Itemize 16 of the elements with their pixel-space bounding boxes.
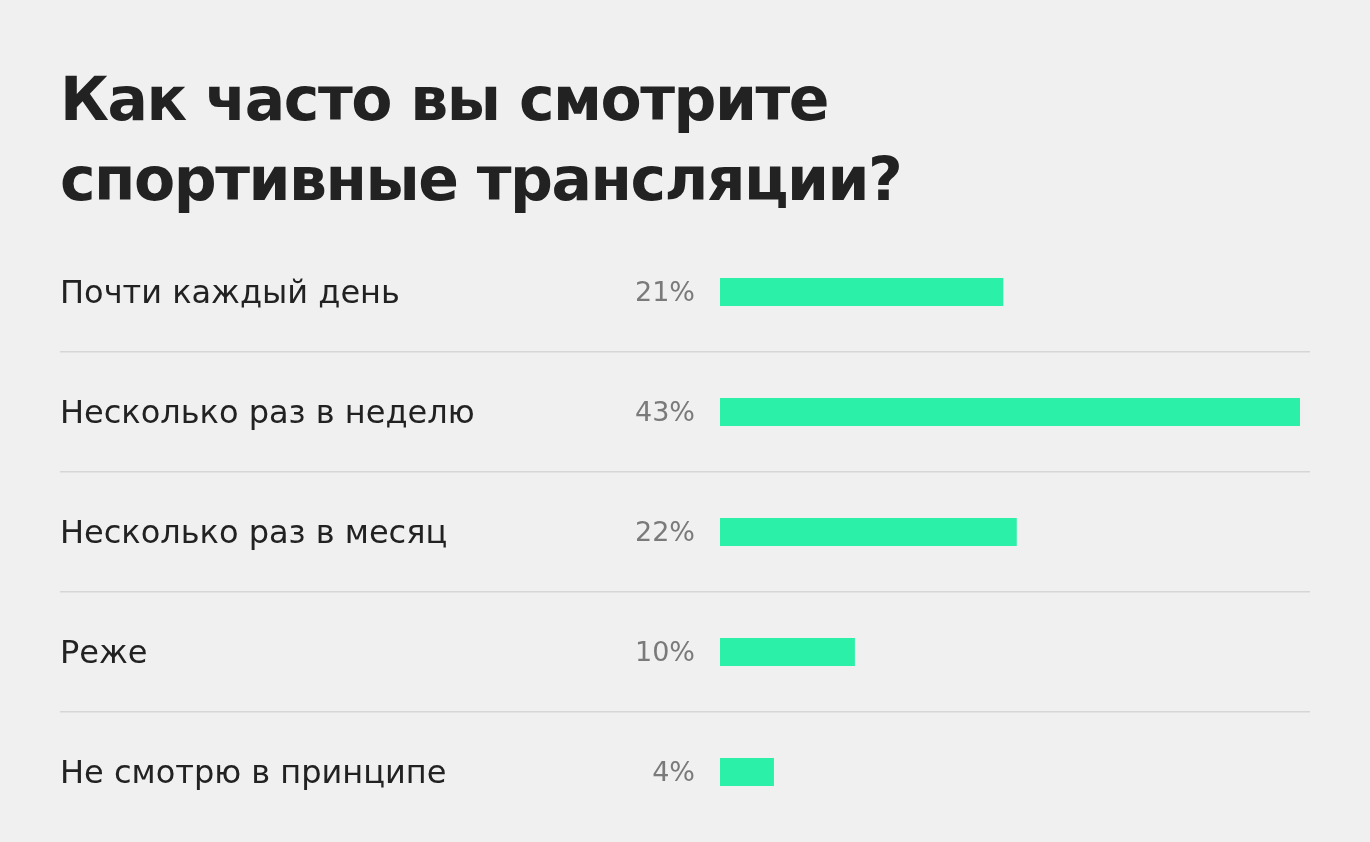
y-tick-label: Несколько раз в месяц	[60, 513, 448, 552]
data-label: 21%	[634, 276, 695, 308]
chart-title: Как часто вы смотрите спортивные трансляции?	[60, 64, 902, 214]
y-tick-label: Несколько раз в неделю	[60, 393, 475, 432]
bar	[720, 278, 1004, 306]
bar	[720, 518, 1017, 546]
y-tick-label: Реже	[60, 633, 148, 672]
bar	[720, 638, 855, 666]
y-tick-label: Не смотрю в принципе	[60, 753, 447, 792]
bar	[720, 758, 774, 786]
data-label: 43%	[634, 396, 695, 428]
y-tick-label: Почти каждый день	[60, 273, 400, 312]
data-label: 4%	[652, 756, 695, 788]
bar	[720, 398, 1300, 426]
data-label: 22%	[634, 516, 695, 548]
data-label: 10%	[634, 636, 695, 668]
